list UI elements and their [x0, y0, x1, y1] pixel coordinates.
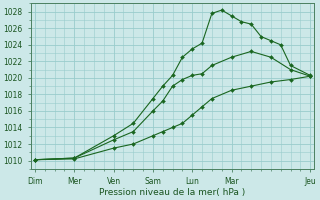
- X-axis label: Pression niveau de la mer( hPa ): Pression niveau de la mer( hPa ): [100, 188, 246, 197]
